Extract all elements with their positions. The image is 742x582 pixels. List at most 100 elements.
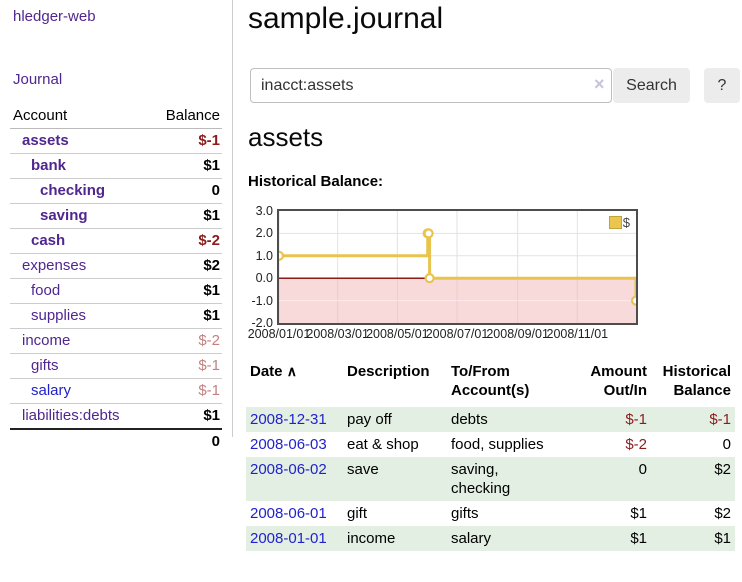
accounts-cell: gifts xyxy=(451,505,479,522)
account-row: expenses $2 xyxy=(10,253,222,279)
x-tick-label: 2008/05/01 xyxy=(366,327,429,341)
account-balance: $1 xyxy=(149,278,222,304)
account-row: income $-2 xyxy=(10,328,222,354)
data-point-marker xyxy=(424,273,435,284)
date-link[interactable]: 2008-01-01 xyxy=(250,530,327,547)
clear-search-icon[interactable]: × xyxy=(594,74,605,94)
account-row: food $1 xyxy=(10,278,222,304)
accounts-cell: saving, checking xyxy=(451,461,511,497)
help-button[interactable]: ? xyxy=(704,68,740,103)
data-point-marker xyxy=(630,295,636,306)
account-balance: $2 xyxy=(149,253,222,279)
account-row: gifts $-1 xyxy=(10,353,222,379)
account-link[interactable]: supplies xyxy=(31,307,87,324)
chart-title: Historical Balance: xyxy=(248,173,384,190)
account-row: liabilities:debts $1 xyxy=(10,403,222,430)
accounts-cell: food, supplies xyxy=(451,436,544,453)
account-row: supplies $1 xyxy=(10,303,222,329)
description-cell: eat & shop xyxy=(347,436,419,453)
account-balance: $1 xyxy=(149,403,222,430)
y-tick-label: 1.0 xyxy=(255,248,273,263)
x-axis-labels: 2008/01/01 2008/03/01 2008/05/01 2008/07/01… xyxy=(248,327,640,343)
date-link[interactable]: 2008-06-01 xyxy=(250,505,327,522)
amount-cell: 0 xyxy=(638,461,647,478)
account-link[interactable]: gifts xyxy=(31,357,59,374)
account-link[interactable]: checking xyxy=(40,182,106,199)
balance-cell: $-1 xyxy=(709,411,731,428)
account-link[interactable]: salary xyxy=(31,382,72,399)
account-link[interactable]: liabilities:debts xyxy=(22,407,120,424)
y-tick-label: -1.0 xyxy=(251,293,273,308)
account-row: cash $-2 xyxy=(10,228,222,254)
table-row: 2008-06-02 save saving, checking 0 $2 xyxy=(246,457,735,501)
balance-cell: 0 xyxy=(722,436,731,453)
accounts-total-row: 0 xyxy=(10,428,222,454)
date-link[interactable]: 2008-06-02 xyxy=(250,461,327,478)
table-row: 2008-06-01 gift gifts $1 $2 xyxy=(246,501,735,526)
account-row: salary $-1 xyxy=(10,378,222,404)
amount-cell: $-1 xyxy=(625,411,647,428)
account-balance: $-2 xyxy=(149,328,222,354)
x-tick-label: 2008/07/01 xyxy=(425,327,489,341)
search-input[interactable] xyxy=(250,68,612,103)
account-balance: $1 xyxy=(149,153,222,179)
y-tick-label: 3.0 xyxy=(255,204,273,218)
account-link[interactable]: expenses xyxy=(22,257,87,274)
table-row: 2008-06-03 eat & shop food, supplies $-2… xyxy=(246,432,735,457)
description-cell: income xyxy=(347,530,396,547)
accounts-cell: debts xyxy=(451,411,488,428)
data-point-marker xyxy=(279,250,285,261)
account-column-header: Account xyxy=(10,104,150,129)
account-link[interactable]: food xyxy=(31,282,61,299)
accounts-total-value: 0 xyxy=(149,428,222,454)
legend-swatch xyxy=(608,216,622,229)
app-title-link[interactable]: hledger-web xyxy=(13,8,96,25)
sidebar-item-journal[interactable]: Journal xyxy=(13,71,63,88)
y-tick-label: -2.0 xyxy=(251,316,273,330)
date-link[interactable]: 2008-06-03 xyxy=(250,436,327,453)
x-tick-label: 2008/03/01 xyxy=(306,327,369,341)
balance-cell: $2 xyxy=(714,505,731,522)
account-link[interactable]: cash xyxy=(31,232,66,249)
data-point-marker xyxy=(423,228,434,239)
chart-canvas xyxy=(279,211,636,323)
account-link[interactable]: saving xyxy=(40,207,88,224)
account-row: saving $1 xyxy=(10,203,222,229)
account-row: checking 0 xyxy=(10,178,222,204)
account-link[interactable]: bank xyxy=(31,157,67,174)
balance-cell: $1 xyxy=(714,530,731,547)
column-header-description: Description xyxy=(347,363,430,380)
y-tick-label: 2.0 xyxy=(255,226,273,241)
amount-cell: $-2 xyxy=(625,436,647,453)
account-balance: $-2 xyxy=(149,228,222,254)
column-header-date[interactable]: Date ∧ xyxy=(250,363,297,380)
table-row: 2008-12-31 pay off debts $-1 $-1 xyxy=(246,407,735,432)
account-row: assets $-1 xyxy=(10,128,222,154)
account-row: bank $1 xyxy=(10,153,222,179)
account-balance: $1 xyxy=(149,303,222,329)
date-link[interactable]: 2008-12-31 xyxy=(250,411,327,428)
historical-balance-chart: 3.0 2.0 1.0 0.0 -1.0 -2.0 $ 2008/01/01 2008/03… xyxy=(246,204,666,349)
accounts-table: Account Balance assets $-1 bank $1 check… xyxy=(10,104,222,454)
account-balance: $1 xyxy=(149,203,222,229)
register-header-row: Date ∧ Description To/From Account(s) Am… xyxy=(246,360,735,407)
account-heading: assets xyxy=(248,122,324,152)
description-cell: save xyxy=(347,461,379,478)
page-title: sample.journal xyxy=(248,2,444,35)
account-link[interactable]: income xyxy=(22,332,71,349)
account-balance: $-1 xyxy=(149,353,222,379)
column-header-balance: Historical Balance xyxy=(662,363,731,399)
accounts-cell: salary xyxy=(451,530,492,547)
account-balance: $-1 xyxy=(149,378,222,404)
account-link[interactable]: assets xyxy=(22,132,69,149)
x-tick-label: 2008/09/01 xyxy=(486,327,549,341)
register-table: Date ∧ Description To/From Account(s) Am… xyxy=(246,360,735,551)
y-axis-labels: 3.0 2.0 1.0 0.0 -1.0 -2.0 xyxy=(246,204,273,334)
x-tick-label: 2008/11/01 xyxy=(546,327,609,341)
search-button[interactable]: Search xyxy=(613,68,690,103)
sort-ascending-icon: ∧ xyxy=(286,363,297,379)
search-form: × Search ? xyxy=(250,68,742,104)
account-balance: 0 xyxy=(149,178,222,204)
main-panel: sample.journal × Search ? assets Histori… xyxy=(246,0,742,582)
sidebar: hledger-web Journal Account Balance asse… xyxy=(0,0,233,454)
